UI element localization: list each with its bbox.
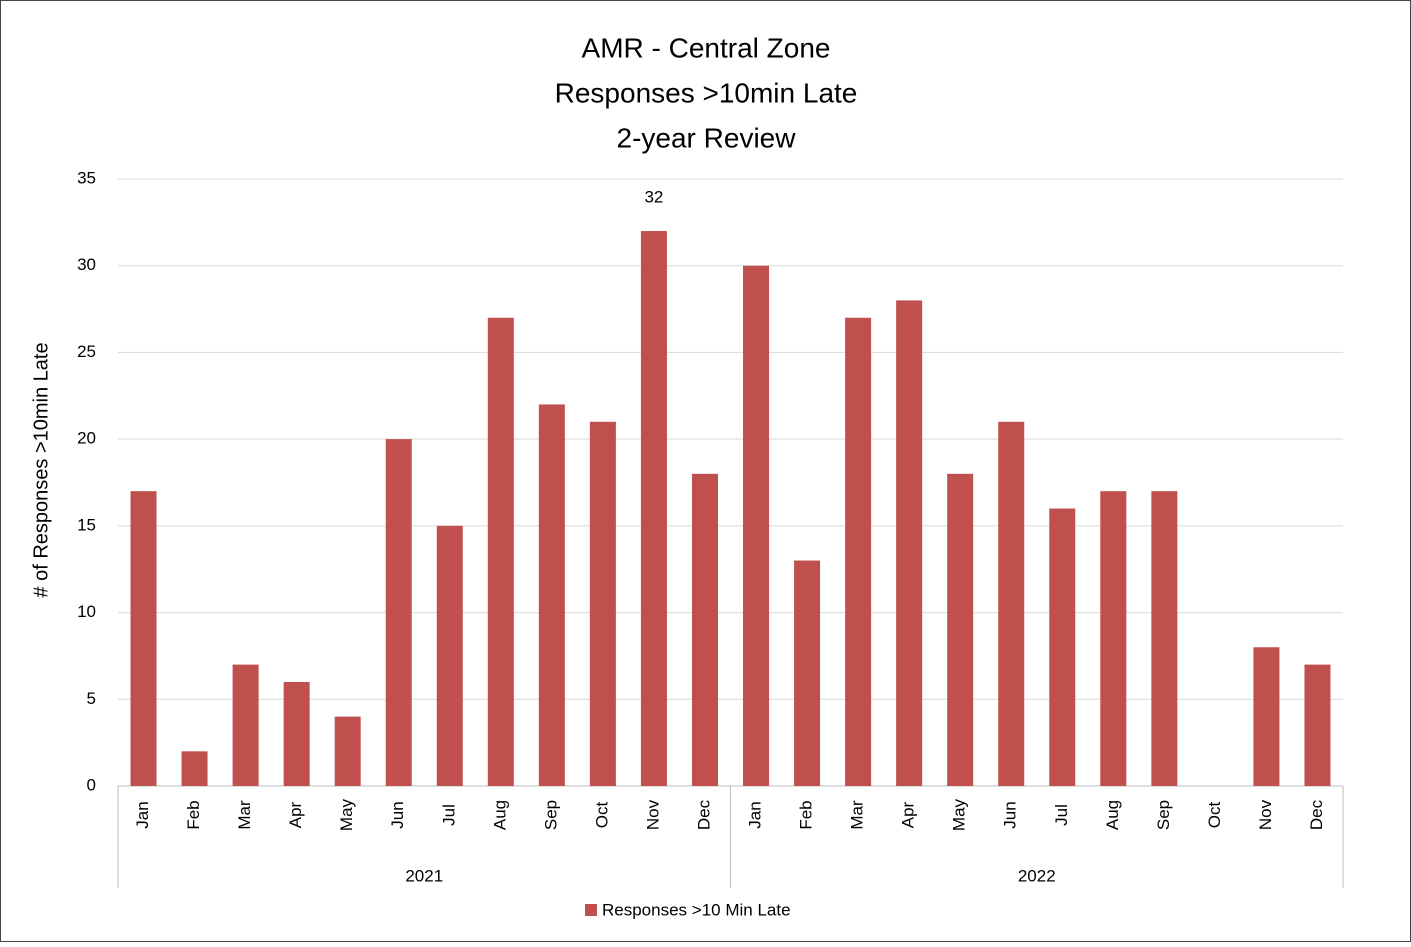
bar	[896, 300, 923, 786]
x-tick-label: May	[337, 798, 356, 831]
x-tick-label: Jun	[388, 801, 407, 828]
y-tick-label: 15	[77, 515, 96, 534]
y-tick-label: 5	[87, 689, 96, 708]
bar	[1253, 647, 1280, 786]
x-tick-label: Dec	[1307, 799, 1326, 830]
x-tick-label: Apr	[899, 801, 918, 828]
bar	[589, 421, 616, 786]
group-label: 2021	[405, 866, 443, 885]
x-tick-label: Feb	[797, 800, 816, 829]
x-tick-label: Mar	[848, 800, 867, 830]
bar	[334, 716, 361, 786]
x-tick-label: Oct	[592, 802, 611, 829]
x-tick-label: Jun	[1001, 801, 1020, 828]
bar	[794, 560, 821, 786]
chart-title: Responses >10min Late	[555, 77, 858, 108]
bar	[1304, 664, 1331, 786]
y-tick-label: 25	[77, 342, 96, 361]
y-axis-label: # of Responses >10min Late	[30, 342, 52, 597]
x-tick-label: Jul	[1052, 804, 1071, 826]
bar	[385, 439, 412, 786]
bar	[1049, 508, 1076, 786]
x-tick-label: Jan	[133, 801, 152, 828]
x-tick-label: Mar	[235, 800, 254, 830]
bar	[1151, 491, 1178, 786]
x-tick-label: Sep	[1154, 800, 1173, 830]
bar	[487, 317, 514, 786]
bar	[691, 473, 718, 786]
legend-swatch	[585, 904, 597, 916]
y-tick-label: 10	[77, 602, 96, 621]
chart-title: AMR - Central Zone	[582, 32, 831, 63]
bar	[538, 404, 565, 786]
bar	[640, 231, 667, 786]
bar	[947, 473, 974, 786]
x-tick-label: Feb	[184, 800, 203, 829]
x-tick-label: May	[950, 798, 969, 831]
bar	[998, 421, 1025, 786]
x-tick-label: Jul	[439, 804, 458, 826]
bar	[845, 317, 872, 786]
y-tick-label: 35	[77, 168, 96, 187]
x-tick-label: Apr	[286, 801, 305, 828]
x-tick-label: Nov	[643, 799, 662, 830]
x-tick-label: Jan	[746, 801, 765, 828]
bar	[181, 751, 208, 786]
x-tick-label: Oct	[1205, 802, 1224, 829]
y-tick-label: 30	[77, 255, 96, 274]
y-tick-label: 0	[87, 775, 96, 794]
bar	[1100, 491, 1127, 786]
x-tick-label: Nov	[1256, 799, 1275, 830]
bar	[130, 491, 157, 786]
bar	[232, 664, 259, 786]
x-tick-label: Dec	[694, 799, 713, 830]
legend-label: Responses >10 Min Late	[602, 900, 791, 919]
x-tick-label: Sep	[541, 800, 560, 830]
y-tick-label: 20	[77, 429, 96, 448]
x-tick-label: Aug	[490, 800, 509, 830]
x-tick-label: Aug	[1103, 800, 1122, 830]
chart-title: 2-year Review	[617, 122, 797, 153]
bar	[283, 681, 310, 786]
group-label: 2022	[1018, 866, 1056, 885]
data-label: 32	[644, 188, 663, 207]
bar	[436, 525, 463, 786]
bar	[743, 265, 770, 786]
